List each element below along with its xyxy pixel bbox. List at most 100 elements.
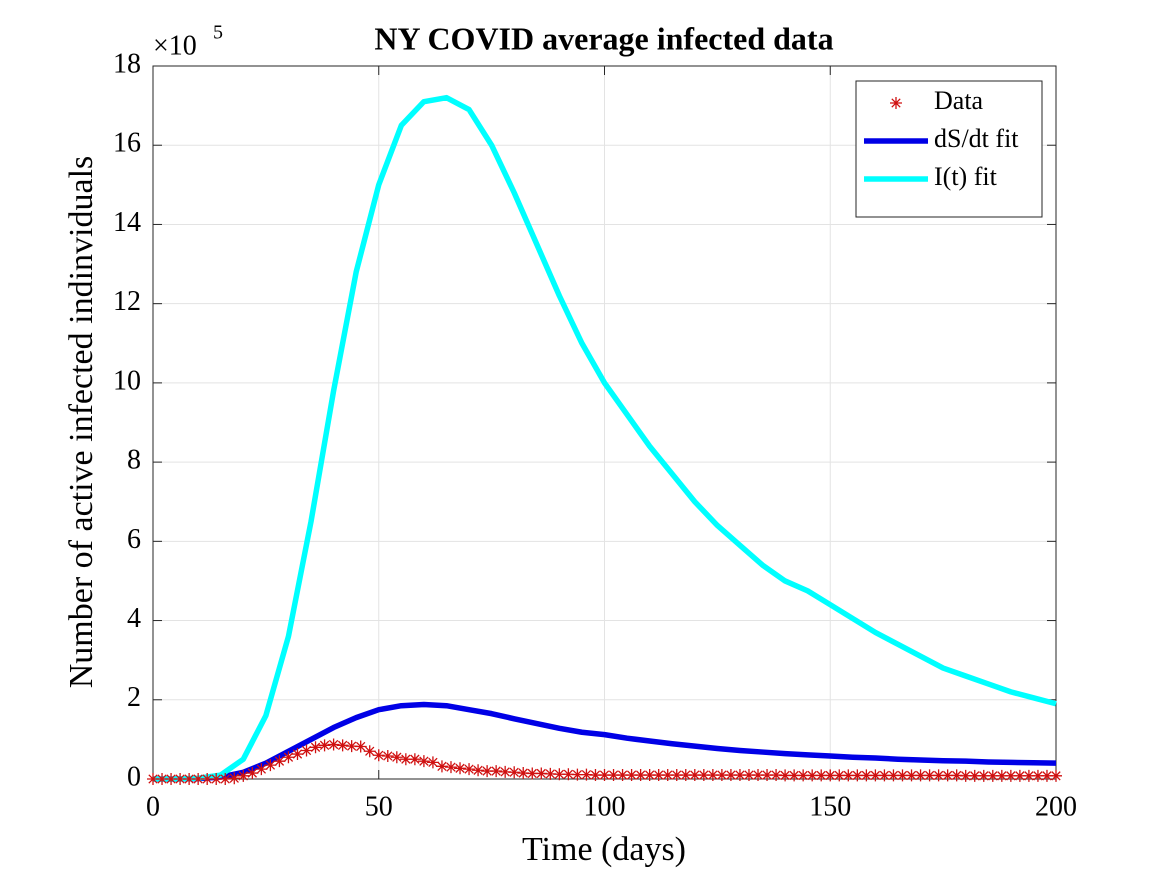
data-point xyxy=(580,768,593,781)
data-point xyxy=(598,769,611,782)
data-point xyxy=(896,769,909,782)
x-tick-label: 0 xyxy=(146,791,160,822)
legend-label: dS/dt fit xyxy=(934,124,1019,153)
data-point xyxy=(444,761,457,774)
data-point xyxy=(363,745,376,758)
data-point xyxy=(941,769,954,782)
data-point xyxy=(228,772,241,785)
data-point xyxy=(174,773,187,785)
data-point xyxy=(833,769,846,782)
data-point xyxy=(435,760,448,773)
data-point xyxy=(770,769,783,782)
data-point xyxy=(797,769,810,782)
data-point xyxy=(219,773,232,785)
data-point xyxy=(544,767,557,780)
data-point xyxy=(562,768,575,781)
data-point xyxy=(733,769,746,782)
data-point xyxy=(255,763,268,776)
data-point xyxy=(345,740,358,753)
data-point xyxy=(724,769,737,782)
y-tick-label: 14 xyxy=(113,207,141,238)
x-tick-label: 200 xyxy=(1035,791,1077,822)
data-point xyxy=(1050,769,1062,782)
data-point xyxy=(679,769,692,782)
data-point xyxy=(508,766,521,779)
y-tick-label: 12 xyxy=(113,286,141,317)
data-point xyxy=(779,769,792,782)
data-point xyxy=(1004,769,1017,782)
data-point xyxy=(634,769,647,782)
x-axis-label: Time (days) xyxy=(522,831,686,868)
data-point xyxy=(1031,769,1044,782)
chart-title: NY COVID average infected data xyxy=(374,20,833,56)
data-point xyxy=(408,753,421,766)
y-tick-label: 16 xyxy=(113,128,141,159)
data-point xyxy=(652,769,665,782)
data-point xyxy=(264,759,277,772)
series-line xyxy=(153,701,1057,782)
data-point xyxy=(706,769,719,782)
data-point xyxy=(977,769,990,782)
data-point xyxy=(806,769,819,782)
data-point xyxy=(878,769,891,782)
x-tick-label: 150 xyxy=(809,791,851,822)
data-point xyxy=(1013,769,1026,782)
data-point xyxy=(300,744,313,757)
x-tick-label: 50 xyxy=(365,791,393,822)
data-point xyxy=(535,767,548,780)
data-point xyxy=(761,769,774,782)
data-point xyxy=(986,769,999,782)
y-multiplier: ×10 xyxy=(153,30,197,61)
data-point xyxy=(842,769,855,782)
data-point xyxy=(950,769,963,782)
data-point xyxy=(165,773,178,785)
data-point xyxy=(661,769,674,782)
legend-marker xyxy=(890,97,902,109)
series-line xyxy=(153,94,1057,782)
data-point xyxy=(156,773,169,785)
y-tick-label: 18 xyxy=(113,48,141,79)
y-axis-label: Number of active infected indinviduals xyxy=(63,156,100,689)
data-point xyxy=(932,769,945,782)
data-point xyxy=(688,769,701,782)
data-point xyxy=(354,740,367,753)
data-point xyxy=(643,769,656,782)
y-tick-label: 10 xyxy=(113,365,141,396)
legend-box xyxy=(855,80,1043,218)
data-point xyxy=(309,741,322,754)
data-point xyxy=(1022,769,1035,782)
data-point xyxy=(481,765,494,778)
data-point xyxy=(417,755,430,768)
legend: Data dS/dt fit I(t) fit xyxy=(855,80,1043,218)
data-point xyxy=(246,767,259,780)
data-point xyxy=(625,769,638,782)
data-point xyxy=(887,769,900,782)
y-tick-label: 0 xyxy=(127,761,141,792)
data-point xyxy=(860,769,873,782)
data-point xyxy=(336,739,349,752)
data-point xyxy=(426,756,439,769)
y-multiplier-exponent: 5 xyxy=(213,22,223,44)
data-point xyxy=(454,762,467,775)
data-point xyxy=(526,767,539,780)
y-tick-label: 8 xyxy=(127,445,141,476)
y-tick-label: 2 xyxy=(127,682,141,713)
data-point xyxy=(183,773,196,785)
data-point xyxy=(589,769,602,782)
data-point xyxy=(472,764,485,777)
data-point xyxy=(851,769,864,782)
data-point xyxy=(273,755,286,768)
data-point xyxy=(995,769,1008,782)
data-point xyxy=(282,751,295,764)
data-point xyxy=(742,769,755,782)
data-point xyxy=(1040,769,1053,782)
y-tick-label: 6 xyxy=(127,524,141,555)
data-point xyxy=(815,769,828,782)
data-point xyxy=(571,768,584,781)
data-point xyxy=(381,750,394,763)
data-point xyxy=(553,768,566,781)
data-point xyxy=(399,753,412,766)
y-tick-label: 4 xyxy=(127,603,141,634)
data-point xyxy=(201,773,214,785)
